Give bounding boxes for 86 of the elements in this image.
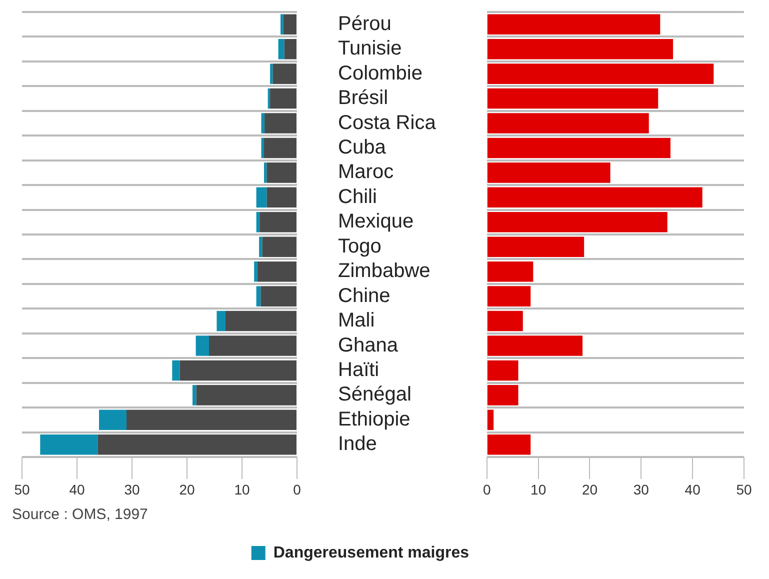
bar [268, 88, 270, 109]
bar [266, 187, 296, 208]
y-tick-label: Ghana [338, 334, 399, 356]
bar [262, 236, 296, 257]
bar [278, 38, 284, 60]
bar [270, 64, 273, 84]
bar [487, 360, 518, 381]
bar [487, 212, 668, 232]
bar [254, 261, 258, 282]
bar [256, 286, 261, 306]
bar [280, 14, 284, 34]
bar [98, 434, 296, 455]
x-tick-label: 50 [14, 481, 30, 498]
bar [487, 236, 584, 257]
bar [259, 236, 262, 257]
y-tick-label: Pérou [338, 12, 392, 35]
bar [126, 410, 296, 430]
bar [487, 187, 702, 208]
x-tick-label: 10 [530, 481, 546, 498]
bar [487, 38, 674, 60]
bar [40, 434, 98, 455]
x-tick-label: 30 [633, 481, 650, 498]
bar [261, 138, 264, 158]
x-tick-label: 30 [124, 481, 140, 498]
bar [487, 410, 494, 430]
y-tick-label: Sénégal [338, 384, 412, 406]
bar [487, 162, 610, 183]
x-tick-label: 50 [736, 481, 752, 498]
y-tick-label: Mexique [338, 210, 414, 233]
bar [216, 310, 226, 332]
bar [487, 286, 531, 306]
y-tick-label: Haïti [338, 358, 380, 381]
bar [266, 162, 296, 183]
bar [264, 138, 296, 158]
x-tick-label: 20 [582, 481, 598, 498]
bar [256, 187, 267, 208]
bar [257, 261, 296, 282]
y-tick-label: Togo [338, 235, 382, 258]
y-tick-label: Chili [338, 186, 377, 208]
x-tick-label: 10 [234, 481, 250, 498]
bar [487, 336, 583, 356]
x-tick-label: 0 [482, 481, 491, 498]
y-tick-label: Tunisie [338, 38, 402, 60]
bar [487, 434, 531, 455]
bar [261, 113, 265, 134]
y-tick-label: Costa Rica [338, 112, 437, 134]
bar [256, 212, 260, 232]
x-tick-label: 0 [293, 481, 302, 498]
bar [226, 310, 296, 332]
bar [487, 14, 660, 34]
source-note: Source : OMS, 1997 [12, 506, 148, 524]
bar [99, 410, 126, 430]
bar [196, 336, 209, 356]
x-tick-label: 40 [684, 481, 701, 498]
bar [283, 14, 296, 34]
bar [487, 310, 523, 332]
bar [180, 360, 296, 381]
y-tick-label: Colombie [338, 62, 422, 84]
x-tick-label: 40 [69, 481, 85, 498]
y-tick-label: Inde [338, 433, 377, 456]
bar [487, 64, 714, 84]
y-tick-label: Cuba [338, 136, 387, 158]
y-tick-label: Chine [338, 284, 390, 307]
y-tick-label: Zimbabwe [338, 260, 430, 282]
bar [284, 38, 296, 60]
bar [264, 113, 296, 134]
y-tick-label: Mali [338, 310, 375, 332]
bar [209, 336, 296, 356]
y-tick-label: Brésil [338, 87, 388, 110]
bar [272, 64, 296, 84]
bar [196, 385, 296, 406]
bar [487, 385, 518, 406]
bar [487, 138, 670, 158]
y-tick-label: Ethiopie [338, 408, 410, 430]
bar [260, 286, 296, 306]
y-tick-label: Maroc [338, 161, 394, 184]
bar [487, 113, 649, 134]
bar [487, 261, 534, 282]
bar [264, 162, 267, 183]
bar [260, 212, 296, 232]
legend-label: Dangereusement maigres [273, 544, 470, 562]
bar [487, 88, 658, 109]
bar [172, 360, 180, 381]
bar [270, 88, 296, 109]
bar [192, 385, 196, 406]
x-tick-label: 20 [179, 481, 195, 498]
